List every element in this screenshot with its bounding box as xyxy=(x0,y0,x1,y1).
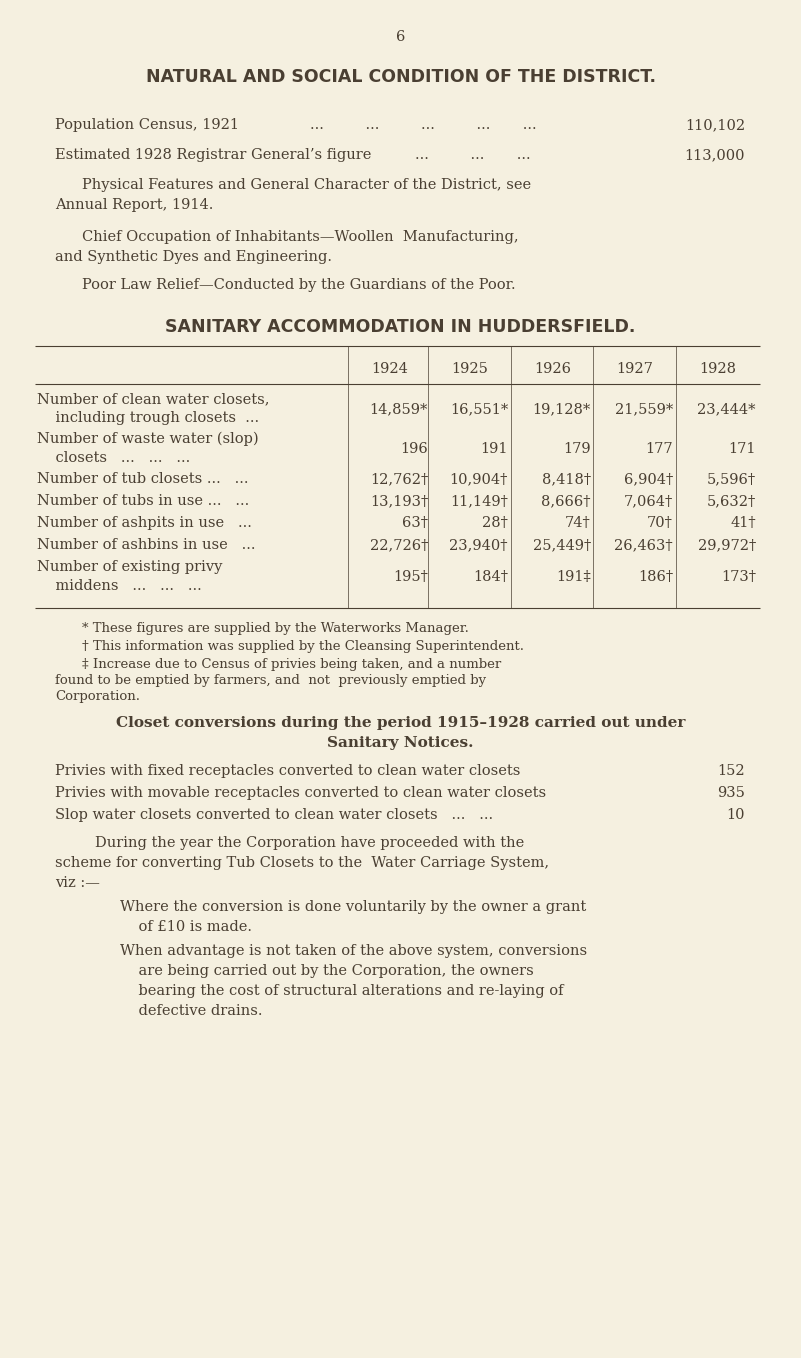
Text: Physical Features and General Character of the District, see: Physical Features and General Character … xyxy=(82,178,531,191)
Text: 5,596†: 5,596† xyxy=(706,473,756,486)
Text: 1925: 1925 xyxy=(452,363,489,376)
Text: Corporation.: Corporation. xyxy=(55,690,140,703)
Text: 171: 171 xyxy=(728,441,756,456)
Text: and Synthetic Dyes and Engineering.: and Synthetic Dyes and Engineering. xyxy=(55,250,332,263)
Text: Annual Report, 1914.: Annual Report, 1914. xyxy=(55,198,213,212)
Text: 152: 152 xyxy=(718,765,745,778)
Text: 191: 191 xyxy=(481,441,508,456)
Text: 70†: 70† xyxy=(647,516,673,530)
Text: Number of waste water (slop): Number of waste water (slop) xyxy=(37,432,259,447)
Text: † This information was supplied by the Cleansing Superintendent.: † This information was supplied by the C… xyxy=(82,640,524,653)
Text: Where the conversion is done voluntarily by the owner a grant: Where the conversion is done voluntarily… xyxy=(120,900,586,914)
Text: 196: 196 xyxy=(400,441,428,456)
Text: 110,102: 110,102 xyxy=(685,118,745,132)
Text: Population Census, 1921: Population Census, 1921 xyxy=(55,118,239,132)
Text: Number of existing privy: Number of existing privy xyxy=(37,559,223,574)
Text: 63†: 63† xyxy=(402,516,428,530)
Text: 41†: 41† xyxy=(731,516,756,530)
Text: 195†: 195† xyxy=(393,570,428,584)
Text: including trough closets  ...: including trough closets ... xyxy=(37,411,260,425)
Text: SANITARY ACCOMMODATION IN HUDDERSFIELD.: SANITARY ACCOMMODATION IN HUDDERSFIELD. xyxy=(165,318,636,335)
Text: 11,149†: 11,149† xyxy=(450,494,508,508)
Text: Sanitary Notices.: Sanitary Notices. xyxy=(328,736,473,750)
Text: Number of clean water closets,: Number of clean water closets, xyxy=(37,392,269,406)
Text: Slop water closets converted to clean water closets   ...   ...: Slop water closets converted to clean wa… xyxy=(55,808,493,822)
Text: 25,449†: 25,449† xyxy=(533,538,591,551)
Text: 179: 179 xyxy=(563,441,591,456)
Text: Estimated 1928 Registrar General’s figure: Estimated 1928 Registrar General’s figur… xyxy=(55,148,372,162)
Text: ...         ...         ...         ...       ...: ... ... ... ... ... xyxy=(310,118,537,132)
Text: 8,418†: 8,418† xyxy=(541,473,591,486)
Text: * These figures are supplied by the Waterworks Manager.: * These figures are supplied by the Wate… xyxy=(82,622,469,636)
Text: Chief Occupation of Inhabitants—Woollen  Manufacturing,: Chief Occupation of Inhabitants—Woollen … xyxy=(82,230,518,244)
Text: 935: 935 xyxy=(717,786,745,800)
Text: Number of ashpits in use   ...: Number of ashpits in use ... xyxy=(37,516,252,530)
Text: 23,940†: 23,940† xyxy=(449,538,508,551)
Text: 113,000: 113,000 xyxy=(685,148,745,162)
Text: Number of tubs in use ...   ...: Number of tubs in use ... ... xyxy=(37,494,249,508)
Text: are being carried out by the Corporation, the owners: are being carried out by the Corporation… xyxy=(120,964,533,978)
Text: 29,972†: 29,972† xyxy=(698,538,756,551)
Text: ‡ Increase due to Census of privies being taken, and a number: ‡ Increase due to Census of privies bein… xyxy=(82,659,501,671)
Text: 12,762†: 12,762† xyxy=(370,473,428,486)
Text: 14,859*: 14,859* xyxy=(369,402,428,416)
Text: 10: 10 xyxy=(727,808,745,822)
Text: 1928: 1928 xyxy=(699,363,736,376)
Text: 13,193†: 13,193† xyxy=(370,494,428,508)
Text: found to be emptied by farmers, and  not  previously emptied by: found to be emptied by farmers, and not … xyxy=(55,674,486,687)
Text: scheme for converting Tub Closets to the  Water Carriage System,: scheme for converting Tub Closets to the… xyxy=(55,856,549,870)
Text: Closet conversions during the period 1915–1928 carried out under: Closet conversions during the period 191… xyxy=(116,716,685,731)
Text: 21,559*: 21,559* xyxy=(614,402,673,416)
Text: Number of tub closets ...   ...: Number of tub closets ... ... xyxy=(37,473,248,486)
Text: defective drains.: defective drains. xyxy=(120,1004,263,1018)
Text: bearing the cost of structural alterations and re-laying of: bearing the cost of structural alteratio… xyxy=(120,985,563,998)
Text: Poor Law Relief—Conducted by the Guardians of the Poor.: Poor Law Relief—Conducted by the Guardia… xyxy=(82,278,516,292)
Text: of £10 is made.: of £10 is made. xyxy=(120,919,252,934)
Text: 173†: 173† xyxy=(721,570,756,584)
Text: Privies with movable receptacles converted to clean water closets: Privies with movable receptacles convert… xyxy=(55,786,546,800)
Text: NATURAL AND SOCIAL CONDITION OF THE DISTRICT.: NATURAL AND SOCIAL CONDITION OF THE DIST… xyxy=(146,68,655,86)
Text: During the year the Corporation have proceeded with the: During the year the Corporation have pro… xyxy=(95,837,524,850)
Text: Privies with fixed receptacles converted to clean water closets: Privies with fixed receptacles converted… xyxy=(55,765,521,778)
Text: 74†: 74† xyxy=(566,516,591,530)
Text: 26,463†: 26,463† xyxy=(614,538,673,551)
Text: 5,632†: 5,632† xyxy=(706,494,756,508)
Text: 16,551*: 16,551* xyxy=(449,402,508,416)
Text: viz :—: viz :— xyxy=(55,876,100,889)
Text: 177: 177 xyxy=(646,441,673,456)
Text: closets   ...   ...   ...: closets ... ... ... xyxy=(37,451,191,464)
Text: 23,444*: 23,444* xyxy=(698,402,756,416)
Text: 6: 6 xyxy=(396,30,405,43)
Text: 10,904†: 10,904† xyxy=(449,473,508,486)
Text: 8,666†: 8,666† xyxy=(541,494,591,508)
Text: When advantage is not taken of the above system, conversions: When advantage is not taken of the above… xyxy=(120,944,587,957)
Text: ...         ...       ...: ... ... ... xyxy=(415,148,530,162)
Text: 19,128*: 19,128* xyxy=(533,402,591,416)
Text: 1926: 1926 xyxy=(534,363,571,376)
Text: 191‡: 191‡ xyxy=(556,570,591,584)
Text: 184†: 184† xyxy=(473,570,508,584)
Text: 6,904†: 6,904† xyxy=(624,473,673,486)
Text: 22,726†: 22,726† xyxy=(369,538,428,551)
Text: 186†: 186† xyxy=(638,570,673,584)
Text: 7,064†: 7,064† xyxy=(624,494,673,508)
Text: Number of ashbins in use   ...: Number of ashbins in use ... xyxy=(37,538,256,551)
Text: middens   ...   ...   ...: middens ... ... ... xyxy=(37,579,202,593)
Text: 1924: 1924 xyxy=(372,363,409,376)
Text: 28†: 28† xyxy=(482,516,508,530)
Text: 1927: 1927 xyxy=(617,363,654,376)
